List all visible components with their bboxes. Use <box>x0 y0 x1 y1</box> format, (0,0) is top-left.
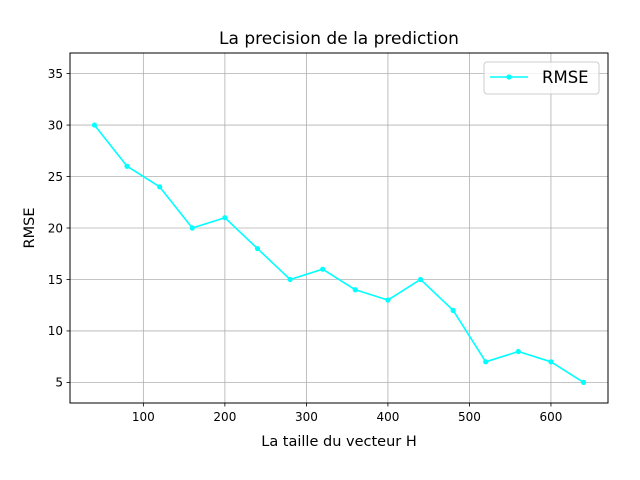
y-tick-label: 20 <box>48 221 63 235</box>
data-point <box>287 276 293 283</box>
data-point <box>222 215 228 221</box>
data-point <box>417 276 424 283</box>
data-point <box>91 122 98 128</box>
series-line-rmse <box>93 124 584 384</box>
x-tick-label: 200 <box>213 410 236 424</box>
axis-ticks: 100 200 300 400 500 600 5 10 15 20 25 30 35 <box>48 67 563 424</box>
data-point <box>189 225 195 231</box>
data-point <box>548 359 554 365</box>
data-point <box>385 297 391 303</box>
x-tick-label: 100 <box>132 410 155 424</box>
data-point <box>483 359 489 365</box>
data-point <box>124 163 130 169</box>
chart-title: La precision de la prediction <box>219 29 459 49</box>
x-tick-label: 300 <box>295 410 318 424</box>
data-point <box>352 287 358 293</box>
data-point <box>254 245 261 252</box>
x-tick-label: 600 <box>539 410 562 424</box>
legend-box <box>483 61 600 95</box>
x-tick-label: 400 <box>376 410 399 424</box>
legend-marker-swatch <box>506 74 512 80</box>
y-tick-label: 10 <box>48 324 63 338</box>
data-point <box>320 266 326 272</box>
y-tick-label: 35 <box>48 67 63 81</box>
y-tick-label: 25 <box>48 170 63 184</box>
data-point <box>157 184 163 190</box>
data-point <box>515 348 521 355</box>
x-tick-label: 500 <box>458 410 481 424</box>
plot-data <box>91 122 587 386</box>
x-axis-label: La taille du vecteur H <box>261 434 417 450</box>
grid <box>70 53 608 403</box>
y-tick-label: 5 <box>55 376 63 390</box>
y-tick-label: 30 <box>48 118 63 132</box>
data-point <box>450 307 456 313</box>
legend: RMSE <box>483 61 600 95</box>
legend-label: RMSE <box>542 68 589 87</box>
y-axis-label: RMSE <box>22 208 38 249</box>
y-tick-label: 15 <box>48 273 63 287</box>
data-point <box>580 379 587 386</box>
